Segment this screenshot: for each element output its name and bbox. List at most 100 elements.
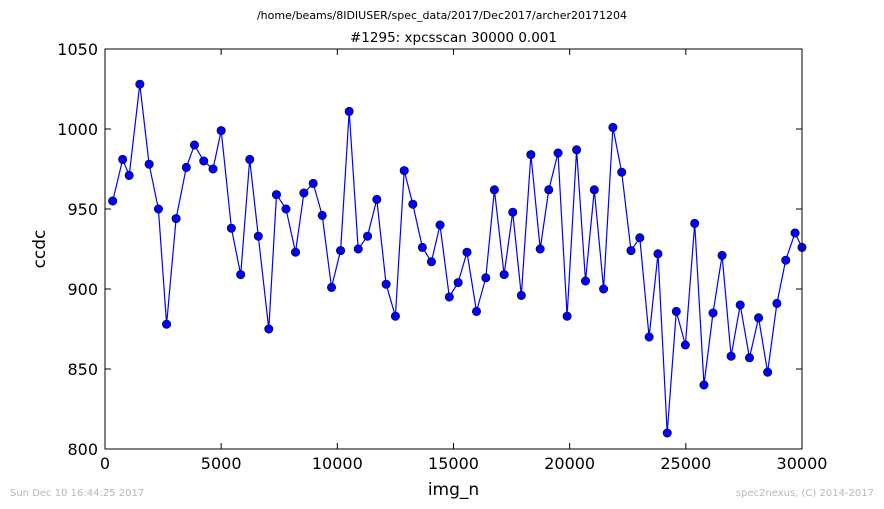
- plot-frame: [104, 48, 803, 450]
- x-axis-label: img_n: [428, 480, 479, 500]
- data-point: [444, 292, 454, 302]
- y-tick-label: 950: [67, 200, 98, 219]
- x-tick-label: 15000: [428, 454, 479, 473]
- data-point: [299, 188, 309, 198]
- data-point: [726, 351, 736, 361]
- data-point: [171, 214, 181, 224]
- data-point: [181, 162, 191, 172]
- data-point: [690, 218, 700, 228]
- data-point: [426, 257, 436, 267]
- x-tick-label: 20000: [544, 454, 595, 473]
- data-point: [535, 244, 545, 254]
- data-point: [381, 279, 391, 289]
- data-point: [572, 145, 582, 155]
- data-point: [708, 308, 718, 318]
- data-point: [508, 207, 518, 217]
- data-point: [108, 196, 118, 206]
- data-point: [754, 313, 764, 323]
- data-point: [680, 340, 690, 350]
- data-point: [344, 106, 354, 116]
- data-point: [308, 178, 318, 188]
- y-tick-label: 1000: [57, 120, 98, 139]
- x-axis: 0 5000 10000 15000 20000 25000 30000: [100, 49, 828, 473]
- data-point: [671, 306, 681, 316]
- data-point: [589, 185, 599, 195]
- data-point: [662, 428, 672, 438]
- data-point: [208, 164, 218, 174]
- data-point: [617, 167, 627, 177]
- data-point: [653, 249, 663, 259]
- x-tick-label: 5000: [201, 454, 242, 473]
- data-point: [744, 353, 754, 363]
- data-point: [291, 247, 301, 257]
- data-point: [526, 150, 536, 160]
- data-point: [635, 233, 645, 243]
- data-point: [580, 276, 590, 286]
- data-point: [763, 367, 773, 377]
- data-point: [408, 199, 418, 209]
- y-tick-label: 850: [67, 360, 98, 379]
- y-axis: 800 850 900 950 1000 1050: [57, 40, 802, 459]
- data-point: [336, 246, 346, 256]
- data-point: [363, 231, 373, 241]
- data-point: [253, 231, 263, 241]
- footer-timestamp: Sun Dec 10 16:44:25 2017: [10, 488, 145, 499]
- y-tick-label: 1050: [57, 40, 98, 59]
- data-point: [216, 126, 226, 136]
- data-point: [472, 306, 482, 316]
- data-point: [189, 140, 199, 150]
- data-point: [281, 204, 291, 214]
- data-point: [417, 242, 427, 252]
- x-tick-label: 25000: [660, 454, 711, 473]
- figure-suptitle: /home/beams/8IDIUSER/spec_data/2017/Dec2…: [256, 9, 628, 22]
- y-tick-label: 800: [67, 440, 98, 459]
- x-tick-label: 0: [100, 454, 110, 473]
- data-point: [489, 185, 499, 195]
- data-point: [317, 210, 327, 220]
- data-point: [772, 298, 782, 308]
- data-point: [516, 290, 526, 300]
- footer-credit: spec2nexus, (C) 2014-2017: [735, 488, 874, 499]
- series-line: [112, 84, 803, 434]
- data-point: [699, 380, 709, 390]
- data-point: [453, 278, 463, 288]
- data-point: [144, 159, 154, 169]
- data-point: [626, 246, 636, 256]
- data-point: [226, 223, 236, 233]
- y-tick-label: 900: [67, 280, 98, 299]
- data-point: [327, 282, 337, 292]
- data-point: [271, 190, 281, 200]
- data-point: [735, 300, 745, 310]
- data-point: [372, 194, 382, 204]
- data-point: [608, 122, 618, 132]
- data-point: [245, 154, 255, 164]
- data-point: [499, 270, 509, 280]
- data-point: [644, 332, 654, 342]
- data-point: [462, 247, 472, 257]
- data-point: [481, 273, 491, 283]
- data-point: [562, 311, 572, 321]
- data-point: [435, 220, 445, 230]
- chart-title: #1295: xpcsscan 30000 0.001: [350, 30, 557, 46]
- data-point: [781, 255, 791, 265]
- plot-area: [104, 48, 807, 450]
- data-point: [153, 204, 163, 214]
- data-point: [118, 154, 128, 164]
- data-point: [390, 311, 400, 321]
- data-point: [790, 228, 800, 238]
- data-point: [264, 324, 274, 334]
- x-tick-label: 30000: [777, 454, 828, 473]
- data-point: [399, 166, 409, 176]
- x-tick-label: 10000: [312, 454, 363, 473]
- data-point: [236, 270, 246, 280]
- data-point: [135, 79, 145, 89]
- data-point: [553, 148, 563, 158]
- data-point: [124, 170, 134, 180]
- data-point: [599, 284, 609, 294]
- y-axis-label: ccdc: [30, 230, 50, 269]
- data-point: [353, 244, 363, 254]
- data-point: [199, 156, 209, 166]
- data-point: [162, 319, 172, 329]
- data-point: [544, 185, 554, 195]
